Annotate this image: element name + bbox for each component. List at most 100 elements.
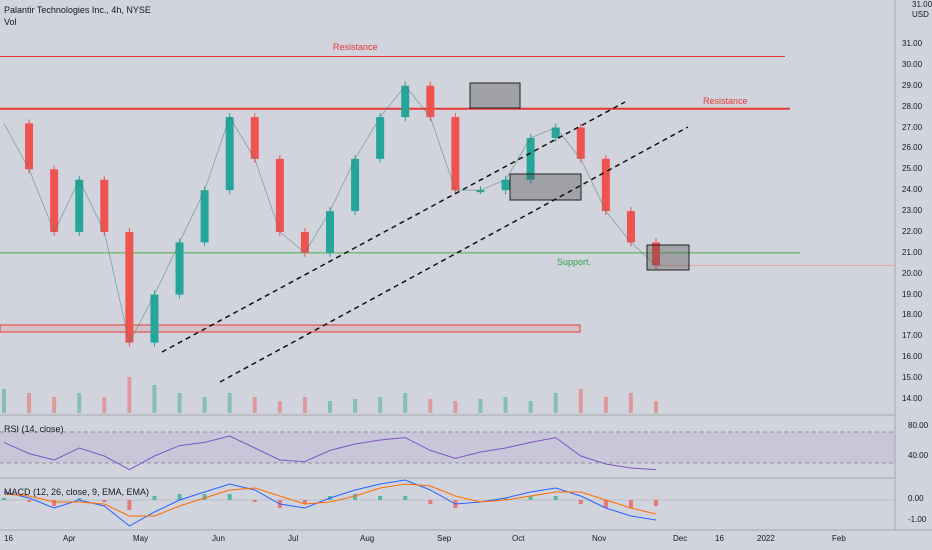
macd-histogram-bar [353, 494, 358, 500]
candle-body [100, 179, 109, 232]
resistance-top-label: Resistance [333, 42, 378, 52]
macd-histogram-bar [2, 498, 6, 500]
volume-bar [2, 389, 6, 413]
price-tick: 25.00 [902, 164, 923, 174]
candle-body [25, 123, 34, 170]
volume-bar [127, 377, 132, 413]
price-tick: 15.00 [902, 373, 923, 383]
macd-histogram-bar [152, 496, 157, 500]
price-tick: 31.00 [902, 39, 923, 48]
price-tick: 21.00 [902, 247, 923, 257]
mid-box [509, 173, 582, 201]
top-box [469, 82, 521, 109]
volume-bar [378, 397, 383, 413]
macd-histogram-bar [102, 500, 107, 502]
price-tick: 24.00 [902, 185, 923, 195]
macd-histogram-bar [654, 500, 658, 506]
time-tick: Nov [592, 534, 607, 543]
macd-tick-zero: 0.00 [908, 494, 924, 503]
candle-body [451, 117, 460, 191]
macd-histogram-bar [528, 496, 533, 500]
rsi-band [0, 432, 895, 463]
volume-bar [277, 401, 282, 413]
candle-body [250, 117, 259, 159]
price-axis-top-value: 31.00 [912, 0, 932, 9]
candle-body [351, 158, 360, 212]
macd-histogram-bar [27, 500, 32, 502]
macd-histogram-bar [578, 500, 583, 504]
time-tick: Aug [360, 534, 375, 543]
demand-zone-box [0, 324, 581, 333]
volume-bar [553, 393, 558, 413]
volume-bar [503, 397, 508, 413]
macd-histogram-bar [428, 500, 433, 504]
volume-legend[interactable]: Vol [4, 17, 17, 27]
time-tick: Dec [673, 534, 688, 543]
macd-histogram-bar [127, 500, 132, 510]
macd-histogram-bar [628, 500, 633, 508]
macd-histogram-bar [403, 496, 408, 500]
volume-bar [177, 393, 182, 413]
macd-histogram-bar [553, 496, 558, 500]
time-tick: Jul [288, 534, 299, 543]
macd-tick-minus-one: -1.00 [908, 515, 927, 524]
symbol-legend[interactable]: Palantir Technologies Inc., 4h, NYSE [4, 5, 151, 15]
candle-body [175, 242, 184, 295]
price-tick: 20.00 [902, 268, 923, 278]
candle-body [225, 117, 234, 191]
price-tick: 22.00 [902, 226, 923, 236]
volume-bar [77, 393, 82, 413]
macd-histogram-bar [77, 498, 82, 500]
volume-bar [578, 389, 583, 413]
macd-histogram-bar [252, 500, 257, 502]
price-tick: 30.00 [902, 59, 923, 69]
volume-bar [628, 393, 633, 413]
rsi-legend[interactable]: RSI (14, close) [4, 424, 64, 434]
time-tick: Feb [832, 534, 846, 543]
trend-line-upper [161, 101, 626, 353]
rsi-tick-40: 40.00 [908, 451, 929, 460]
volume-bar [202, 397, 207, 413]
candle-body [200, 190, 209, 243]
price-tick: 26.00 [902, 143, 923, 153]
candle-body [551, 127, 560, 138]
price-tick: 23.00 [902, 206, 923, 216]
candle-body [75, 179, 84, 232]
candle-body [376, 117, 385, 159]
candle-body [601, 158, 610, 212]
macd-line [3, 479, 657, 527]
price-tick: 19.00 [902, 289, 923, 299]
price-tick: 27.00 [902, 122, 923, 132]
candle-body [501, 179, 510, 191]
macd-histogram-bar [603, 500, 608, 508]
time-tick: Sep [437, 534, 452, 543]
volume-bar [52, 397, 57, 413]
currency-label: USD [912, 10, 929, 19]
candle-body [150, 294, 159, 343]
candle-body [300, 231, 309, 253]
price-tick: 14.00 [902, 394, 923, 403]
price-tick: 17.00 [902, 331, 923, 341]
time-tick: Apr [63, 534, 76, 543]
macd-histogram-bar [302, 500, 307, 504]
volume-bar [252, 397, 257, 413]
macd-histogram-bar [202, 494, 207, 500]
volume-bar [152, 385, 157, 413]
volume-bar [27, 393, 32, 413]
resistance-mid-label: Resistance [703, 96, 748, 106]
candle-body [125, 231, 134, 343]
price-tick: 29.00 [902, 80, 923, 90]
price-path [3, 85, 657, 344]
volume-bar [328, 401, 332, 413]
macd-legend[interactable]: MACD (12, 26, close, 9, EMA, EMA) [4, 487, 150, 497]
price-tick: 16.00 [902, 352, 923, 362]
time-tick: 16 [4, 534, 13, 543]
volume-bar [227, 393, 232, 413]
volume-bar [603, 397, 608, 413]
candle-body [401, 85, 410, 118]
trend-line-lower [219, 126, 689, 383]
macd-histogram-bar [227, 494, 232, 500]
bottom-box [646, 244, 690, 271]
rsi-tick-80: 80.00 [908, 421, 929, 430]
